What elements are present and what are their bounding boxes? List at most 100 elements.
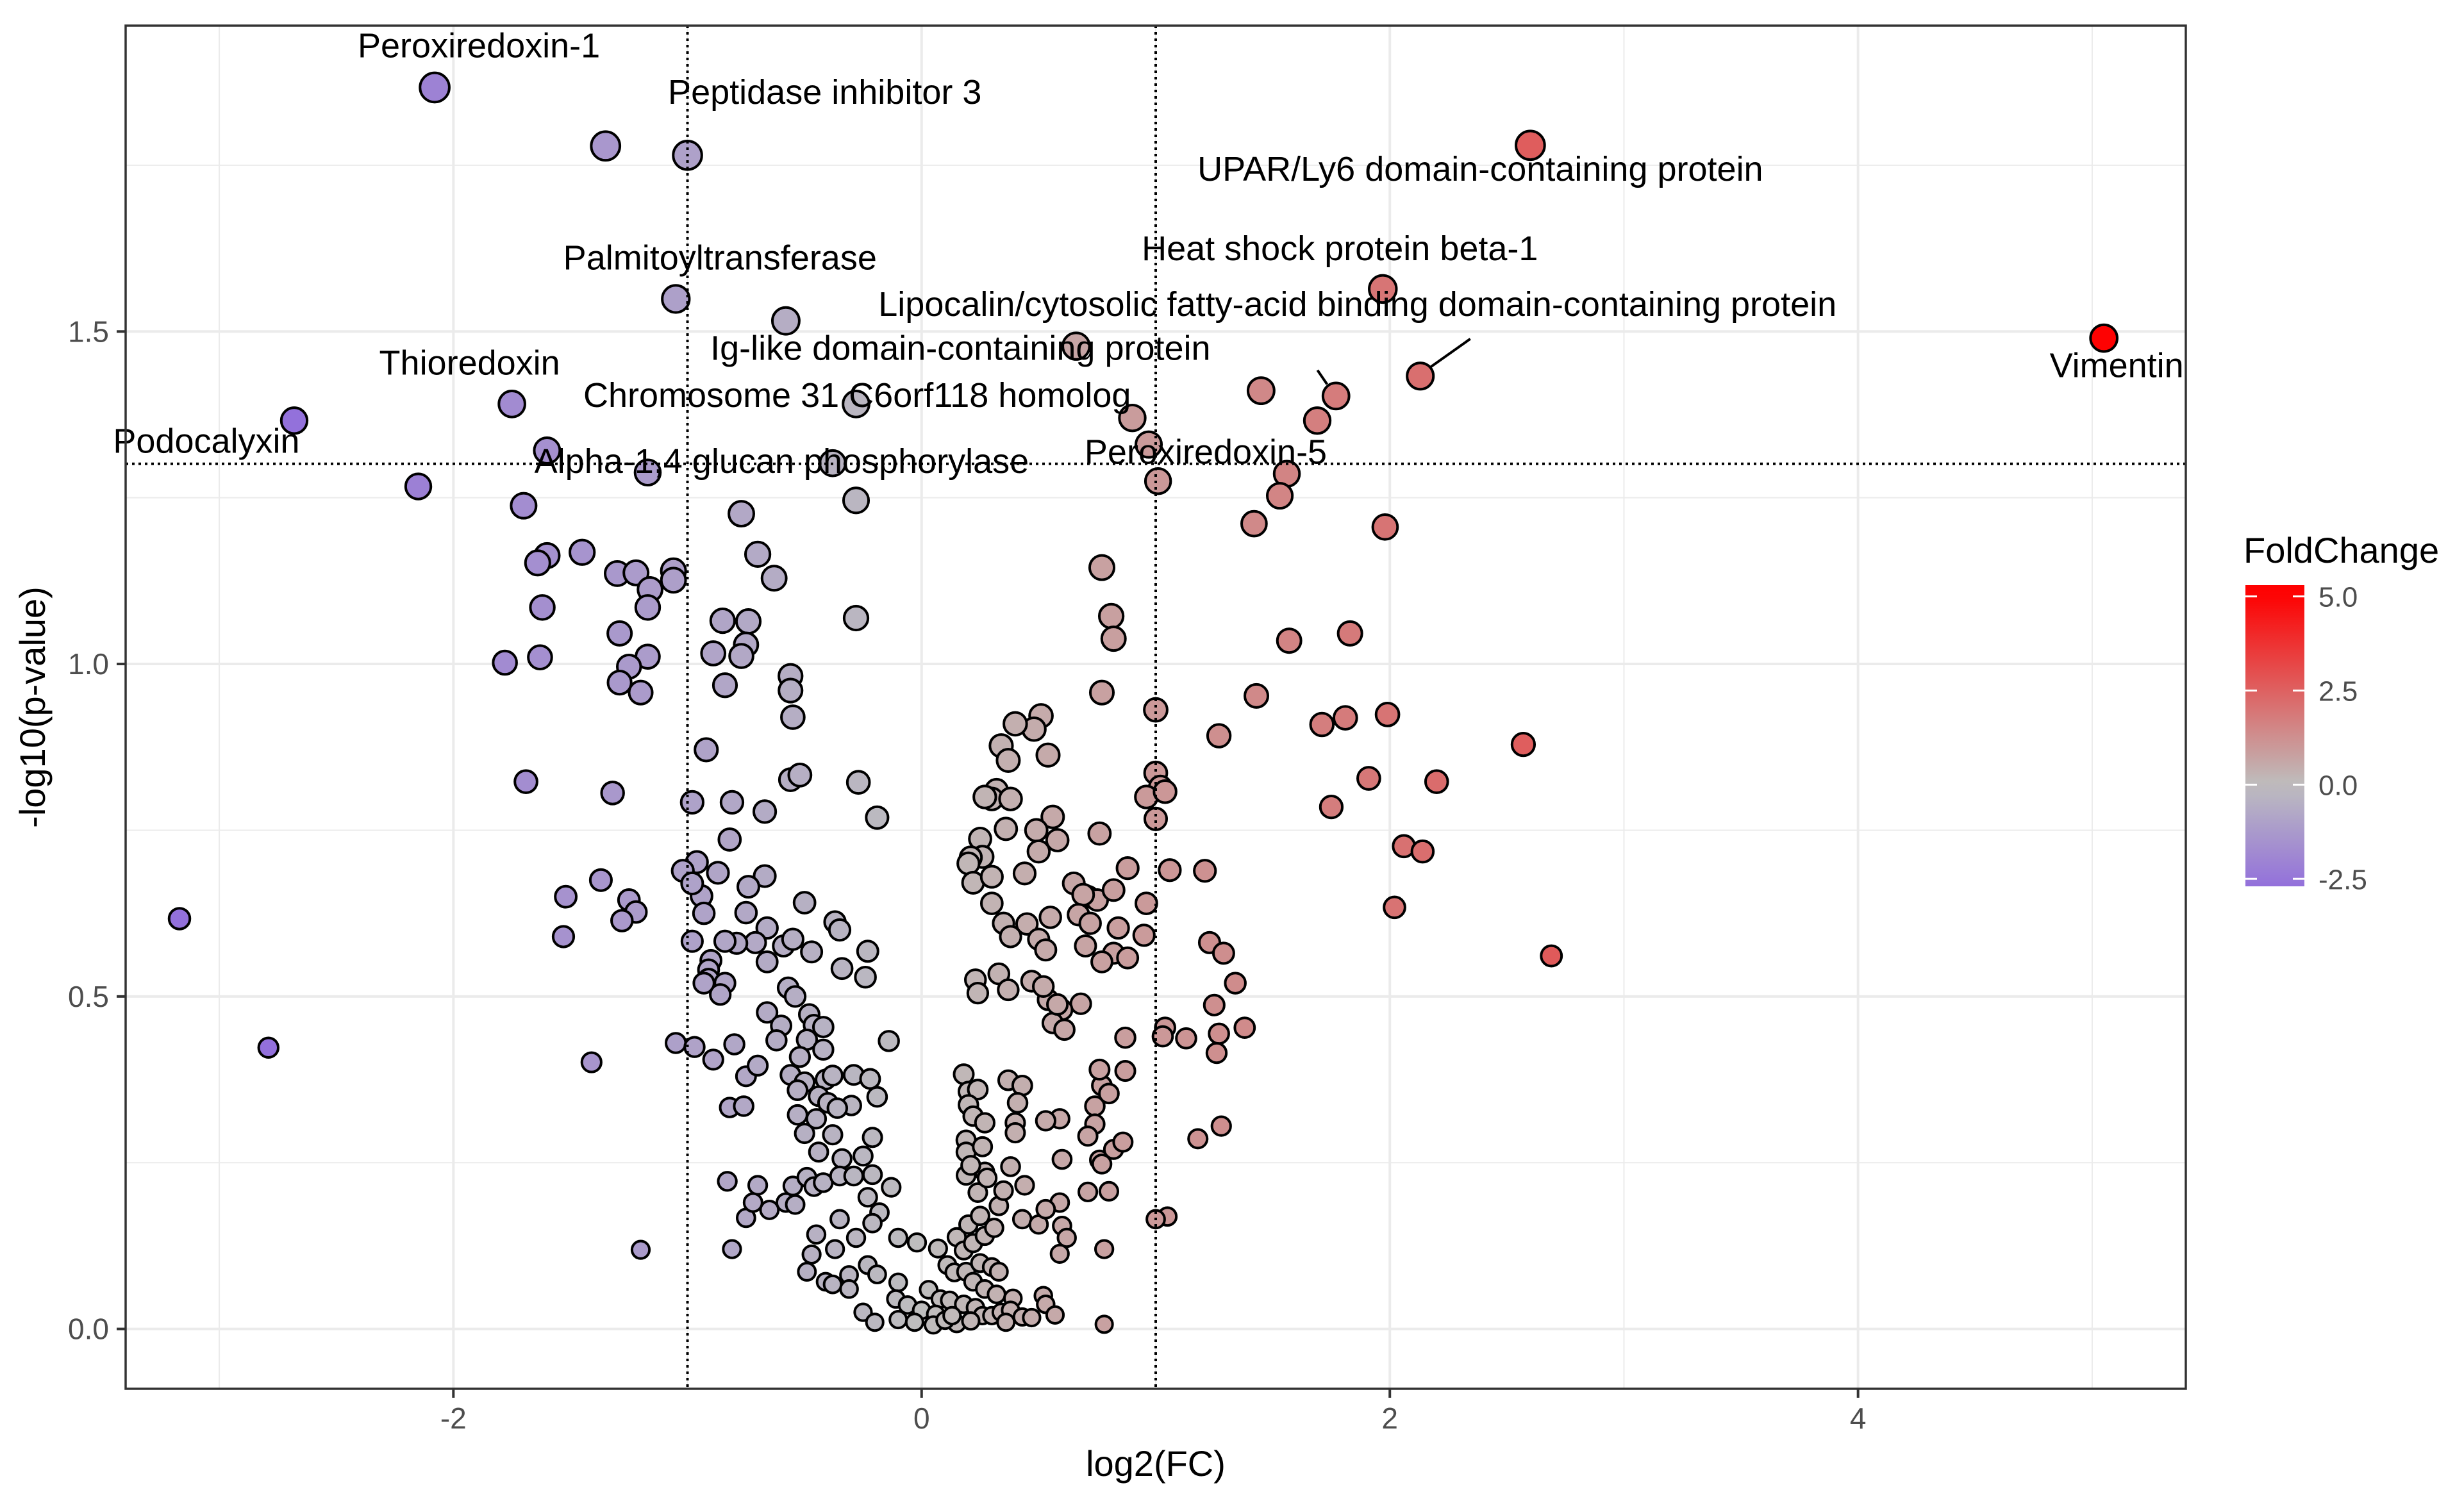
data-point [610, 909, 634, 932]
data-point [1374, 702, 1401, 727]
data-point [787, 762, 813, 788]
x-tick-label: 0 [913, 1402, 930, 1435]
data-point [780, 704, 806, 730]
data-point [1371, 513, 1399, 541]
data-point [1187, 1128, 1209, 1150]
data-point [1114, 1060, 1136, 1082]
data-point [988, 1261, 1009, 1282]
data-point [510, 492, 538, 520]
highlighted-point [1514, 129, 1546, 161]
data-point [862, 1127, 883, 1148]
data-point [1240, 509, 1268, 538]
data-point [1074, 934, 1097, 958]
data-point [906, 1232, 928, 1253]
data-point [993, 1180, 1014, 1201]
data-point [1003, 711, 1028, 737]
data-point [588, 868, 613, 892]
highlighted-point [1406, 361, 1435, 391]
data-point [801, 1244, 822, 1265]
data-point [167, 907, 192, 931]
data-point [842, 486, 870, 515]
data-point [972, 1136, 994, 1157]
data-point [865, 1313, 885, 1332]
data-point [845, 770, 871, 795]
data-point [694, 737, 719, 763]
data-point [979, 865, 1004, 889]
data-point [524, 549, 551, 577]
data-point [700, 640, 727, 667]
data-point [1309, 711, 1335, 738]
data-points [167, 71, 2119, 1335]
data-point [778, 677, 804, 704]
data-point [765, 1029, 788, 1052]
data-point [717, 1171, 738, 1192]
data-point [829, 1209, 850, 1230]
data-point [1087, 821, 1112, 846]
data-point [527, 644, 553, 670]
data-point [1132, 923, 1156, 947]
data-point [1106, 916, 1130, 940]
data-point [683, 1036, 706, 1058]
legend-colorbar [2245, 585, 2304, 886]
data-point [942, 1305, 962, 1325]
data-point [1116, 946, 1140, 970]
data-point [634, 594, 662, 621]
point-label: Heat shock protein beta-1 [1142, 229, 1538, 268]
data-point [966, 981, 990, 1005]
data-point [1011, 1209, 1033, 1230]
data-point [1265, 481, 1294, 510]
data-point [628, 679, 654, 706]
data-point [1098, 1180, 1120, 1202]
data-point [692, 901, 716, 925]
data-point [719, 790, 745, 815]
data-point [404, 472, 433, 501]
data-point [862, 1213, 883, 1234]
data-point [712, 672, 738, 699]
y-tick-label: 1.5 [68, 315, 109, 348]
data-point [733, 1095, 754, 1117]
data-point [1094, 1239, 1115, 1259]
data-point [728, 643, 754, 669]
point-label: Peroxiredoxin-5 [1085, 433, 1327, 471]
data-point [717, 827, 742, 852]
data-point [822, 1274, 843, 1295]
data-point [1046, 993, 1069, 1016]
data-point [792, 891, 817, 915]
data-point [1540, 944, 1563, 968]
data-point [630, 1239, 651, 1260]
data-point [759, 1199, 780, 1220]
data-point [679, 790, 705, 815]
data-point [760, 565, 788, 592]
data-point [1000, 1156, 1021, 1177]
data-point [842, 390, 870, 418]
data-point [633, 458, 662, 487]
data-point [842, 604, 870, 632]
data-point [1014, 1175, 1035, 1196]
data-point [1206, 723, 1232, 749]
data-point [737, 875, 761, 899]
data-point [995, 748, 1021, 774]
data-point [831, 1148, 853, 1170]
data-point [1151, 1025, 1174, 1048]
highlighted-point [590, 130, 622, 162]
data-point [1098, 1082, 1120, 1105]
data-point [865, 805, 890, 830]
highlighted-point [279, 406, 309, 435]
data-point [856, 940, 879, 963]
data-point [1045, 1305, 1065, 1325]
data-point [888, 1227, 908, 1248]
y-axis-title: -log10(p-value) [12, 586, 53, 828]
legend-tick-label: 0.0 [2318, 770, 2358, 801]
highlighted-point [1368, 274, 1398, 304]
data-point [1115, 856, 1140, 881]
data-point [866, 1086, 888, 1108]
data-point [984, 1218, 1004, 1238]
data-point [1332, 705, 1358, 731]
data-point [1034, 938, 1058, 962]
data-point [854, 965, 877, 989]
data-point [706, 861, 730, 885]
data-point [1244, 683, 1270, 709]
y-tick-label: 0.0 [68, 1313, 109, 1346]
data-point [888, 1310, 908, 1330]
data-point [994, 816, 1019, 841]
